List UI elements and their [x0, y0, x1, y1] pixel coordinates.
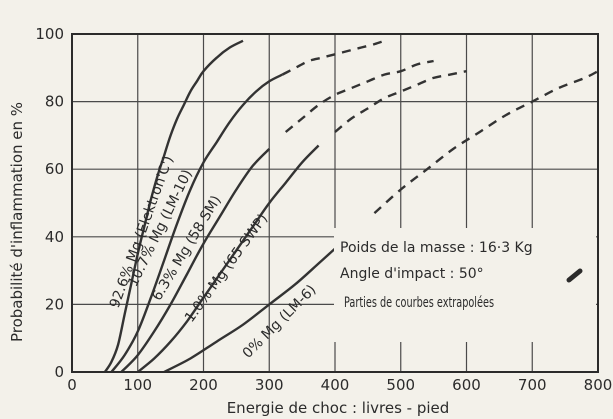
- x-tick-label: 0: [67, 376, 77, 394]
- series-line-3: [137, 144, 320, 373]
- x-tick-label: 500: [386, 376, 415, 394]
- x-tick-label: 600: [452, 376, 481, 394]
- tick-labels: 0 100 200 300 400 500 600 700 800 0 20 40 60 80 100: [35, 25, 612, 394]
- x-axis-title: Energie de choc : livres - pied: [227, 399, 450, 417]
- dashed-mark-icon: [566, 268, 583, 283]
- legend-box: Poids de la masse : 16·3 Kg Angle d'impa…: [334, 228, 596, 342]
- extrapolated-note: Parties de courbes extrapolées: [344, 295, 494, 311]
- impact-angle-annotation: Angle d'impact : 50°: [340, 266, 484, 282]
- x-tick-label: 200: [189, 376, 218, 394]
- series-line-1: [110, 73, 283, 373]
- y-tick-label: 0: [54, 363, 64, 381]
- series-extrapolated-line-2: [284, 59, 434, 133]
- x-tick-label: 100: [123, 376, 152, 394]
- curve-label-4: 0% Mg (LM-6): [240, 282, 320, 362]
- y-tick-label: 40: [45, 228, 64, 246]
- y-axis-title: Probabilité d'inflammation en %: [8, 102, 26, 342]
- curves: [103, 39, 599, 374]
- mass-weight-annotation: Poids de la masse : 16·3 Kg: [340, 240, 533, 256]
- x-tick-label: 800: [584, 376, 613, 394]
- series-line-0: [103, 39, 244, 373]
- y-tick-label: 20: [45, 295, 64, 313]
- series-extrapolated-line-1: [281, 39, 385, 76]
- x-tick-label: 400: [321, 376, 350, 394]
- series-line-4: [163, 235, 349, 374]
- y-tick-label: 100: [35, 25, 64, 43]
- series-line-2: [120, 148, 271, 373]
- series-extrapolated-line-4: [373, 70, 599, 214]
- y-tick-label: 60: [45, 160, 64, 178]
- x-tick-label: 300: [255, 376, 284, 394]
- y-tick-label: 80: [45, 93, 64, 111]
- plot-frame: [71, 33, 599, 373]
- x-tick-label: 700: [518, 376, 547, 394]
